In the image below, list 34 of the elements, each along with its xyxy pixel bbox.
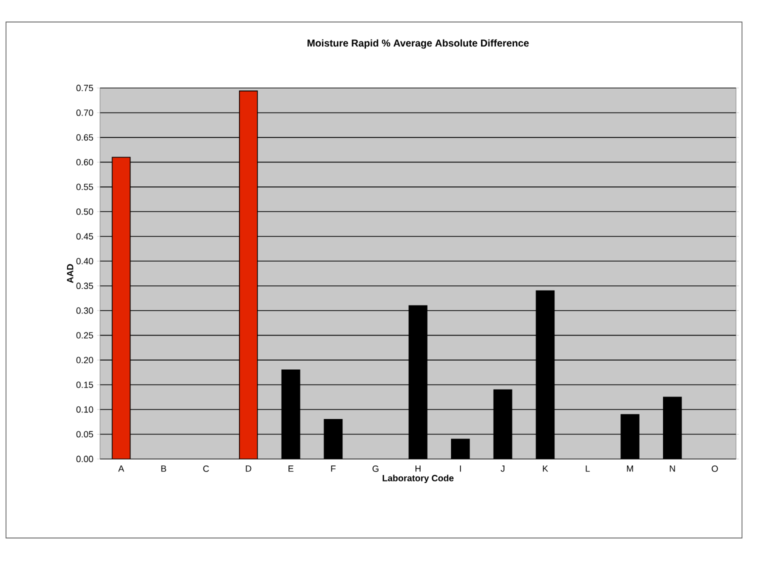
x-tick-label: E — [288, 466, 294, 472]
x-tick-label: O — [712, 466, 718, 472]
x-tick-label: F — [331, 466, 336, 472]
y-tick-label: 0.75 — [76, 84, 94, 92]
y-tick-label: 0.50 — [76, 208, 94, 215]
y-tick-label: 0.65 — [76, 134, 94, 141]
x-tick-label: M — [627, 466, 634, 472]
x-tick-label: B — [161, 466, 166, 472]
x-tick-label: A — [118, 466, 124, 472]
y-axis-title: AAD — [67, 264, 74, 283]
x-tick-label: L — [586, 466, 590, 472]
x-tick-label: I — [460, 466, 461, 472]
y-tick-label: 0.10 — [76, 406, 94, 413]
y-tick-label: 0.60 — [76, 159, 94, 166]
x-tick-label: D — [246, 466, 252, 472]
y-tick-label: 0.30 — [76, 307, 94, 314]
y-tick-label: 0.35 — [76, 282, 94, 290]
y-tick-label: 0.20 — [76, 356, 94, 364]
x-axis-title: Laboratory Code — [382, 474, 454, 484]
y-tick-label: 0.00 — [76, 456, 94, 462]
x-tick-label: N — [670, 466, 675, 472]
chart-title: Moisture Rapid % Average Absolute Difference — [308, 39, 529, 49]
y-tick-label: 0.70 — [76, 110, 94, 116]
x-tick-label: H — [416, 466, 421, 472]
x-tick-label: K — [542, 466, 548, 472]
y-tick-label: 0.25 — [76, 332, 94, 338]
y-tick-label: 0.45 — [76, 233, 94, 240]
y-tick-label: 0.55 — [76, 184, 94, 190]
x-tick-label: J — [500, 466, 504, 472]
y-tick-label: 0.15 — [76, 382, 94, 388]
y-tick-label: 0.40 — [76, 258, 94, 264]
x-tick-label: C — [203, 466, 209, 472]
y-tick-label: 0.05 — [76, 431, 94, 438]
x-tick-label: G — [372, 466, 378, 472]
